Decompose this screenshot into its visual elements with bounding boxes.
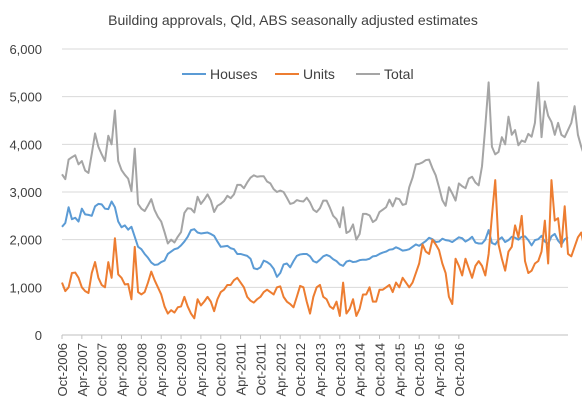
x-tick-label: Apr-2016 xyxy=(432,343,447,396)
y-tick-label: 1,000 xyxy=(9,280,42,295)
x-tick-label: Apr-2015 xyxy=(392,343,407,396)
legend: Houses Units Total xyxy=(182,66,414,82)
x-tick-label: Oct-2006 xyxy=(55,343,70,396)
x-tick-label: Apr-2014 xyxy=(353,343,368,396)
x-tick-label: Oct-2012 xyxy=(293,343,308,396)
chart-title: Building approvals, Qld, ABS seasonally … xyxy=(108,12,478,28)
x-tick-label: Apr-2013 xyxy=(313,343,328,396)
x-tick-label: Apr-2008 xyxy=(115,343,130,396)
legend-label-units: Units xyxy=(303,66,335,82)
x-axis-tick-labels: Oct-2006 Apr-2007 Oct-2007 Apr-2008 Oct-2008… xyxy=(55,335,467,396)
legend-label-houses: Houses xyxy=(210,66,257,82)
x-tick-label: Oct-2015 xyxy=(412,343,427,396)
x-tick-label: Oct-2007 xyxy=(95,343,110,396)
series-lines xyxy=(61,81,582,320)
series-line-houses xyxy=(61,200,569,278)
gridlines xyxy=(62,48,568,288)
x-tick-label: Oct-2013 xyxy=(333,343,348,396)
y-tick-label: 3,000 xyxy=(9,185,42,200)
series-line-units xyxy=(61,179,582,320)
series-line-total xyxy=(61,81,582,245)
y-tick-label: 0 xyxy=(35,328,42,343)
x-tick-label: Apr-2012 xyxy=(273,343,288,396)
x-tick-label: Oct-2010 xyxy=(214,343,229,396)
x-tick-label: Oct-2011 xyxy=(253,343,268,396)
x-tick-label: Apr-2007 xyxy=(75,343,90,396)
y-tick-label: 4,000 xyxy=(9,137,42,152)
x-tick-label: Apr-2010 xyxy=(194,343,209,396)
y-tick-label: 5,000 xyxy=(9,90,42,105)
y-tick-label: 2,000 xyxy=(9,233,42,248)
y-axis-tick-labels: 0 1,000 2,000 3,000 4,000 5,000 6,000 xyxy=(9,42,42,343)
y-tick-label: 6,000 xyxy=(9,42,42,57)
x-tick-label: Oct-2016 xyxy=(452,343,467,396)
x-tick-label: Oct-2009 xyxy=(174,343,189,396)
x-tick-label: Oct-2014 xyxy=(372,343,387,396)
x-tick-label: Oct-2008 xyxy=(134,343,149,396)
x-tick-label: Apr-2009 xyxy=(154,343,169,396)
x-tick-label: Apr-2011 xyxy=(234,343,249,396)
legend-label-total: Total xyxy=(384,66,414,82)
